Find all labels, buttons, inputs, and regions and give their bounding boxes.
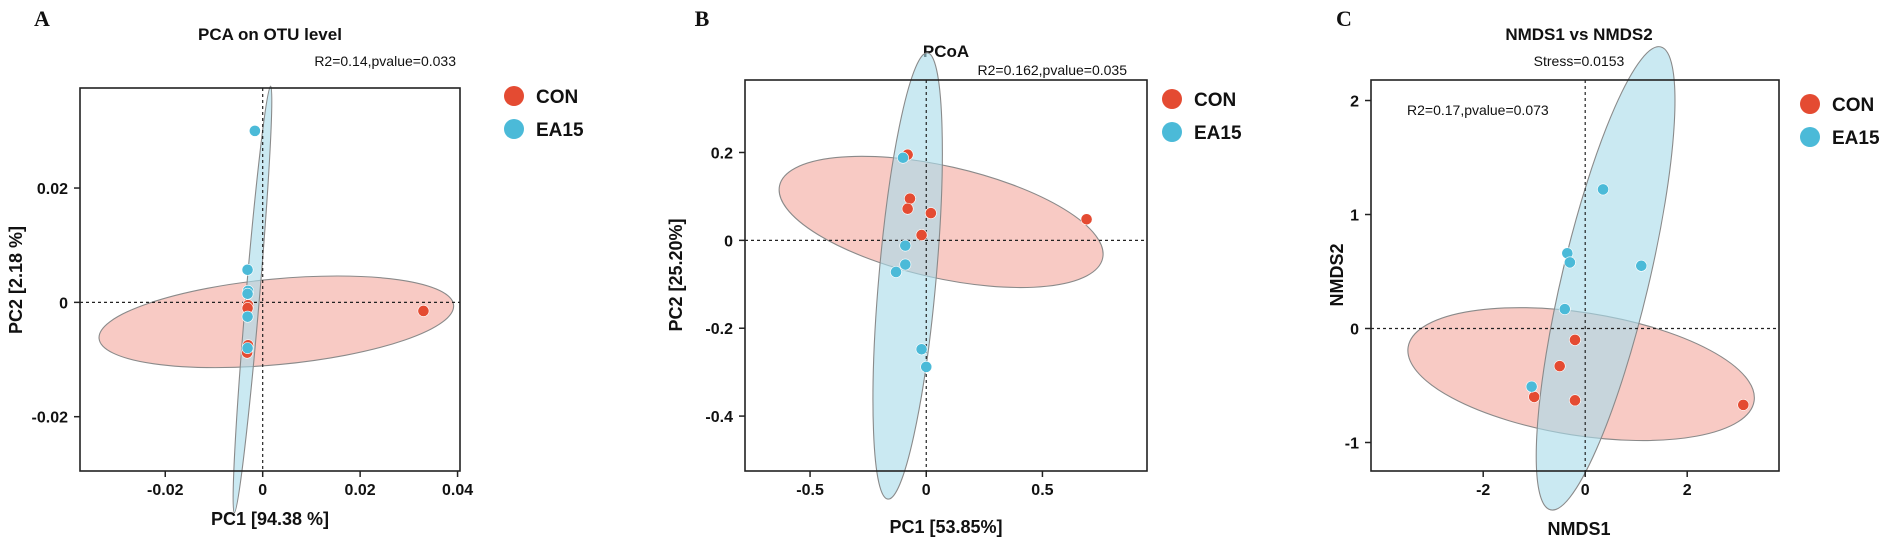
plot-subtitle: R2=0.162,pvalue=0.035 [978,62,1128,78]
points-layer [890,148,1093,373]
data-point-ea15 [899,239,912,252]
panel-letter: C [1336,6,1352,31]
legend-label-ea15: EA15 [536,120,584,141]
y-tick-label: 0.02 [37,181,68,198]
plot-subtitle: R2=0.14,pvalue=0.033 [314,53,456,69]
data-point-con [924,207,937,220]
x-axis-label: PC1 [94.38 %] [211,509,329,529]
data-point-ea15 [890,266,902,278]
y-tick-label: 1 [1350,208,1359,225]
data-point-ea15 [248,124,261,137]
points-layer [1525,183,1750,411]
data-point-con [1569,394,1581,407]
y-tick-label: -0.2 [705,321,733,338]
legend-marker-ea15 [504,119,524,139]
legend-label-con: CON [1194,90,1236,111]
data-point-con [417,305,430,317]
confidence-ellipse-con [98,275,455,369]
x-tick-label: 0 [1581,482,1590,499]
legend-marker-con [1800,94,1820,114]
x-tick-label: 0 [258,482,267,499]
data-point-ea15 [1635,259,1648,272]
data-point-con [1080,213,1093,226]
x-tick-label: -2 [1476,482,1490,499]
data-point-con [1528,391,1541,403]
plot-title: PCA on OTU level [198,25,342,44]
y-tick-label: 0 [59,295,68,312]
panel-b: B PCoA R2=0.162,pvalue=0.035 -0.5 0 0.5 -0.4 -0… [666,6,1242,537]
y-tick-label: -1 [1345,436,1359,453]
data-point-ea15 [1558,303,1571,316]
y-tick-label: -0.02 [32,410,69,427]
data-point-ea15 [1597,183,1609,196]
legend-marker-con [504,86,524,106]
data-point-ea15 [915,343,928,356]
data-point-ea15 [899,258,912,271]
x-tick-label: 0.04 [442,482,473,499]
plot-annotation: R2=0.17,pvalue=0.073 [1407,102,1549,118]
legend-marker-con [1162,89,1182,109]
y-tick-label: 2 [1350,94,1359,111]
x-tick-label: 0.5 [1031,482,1053,499]
x-axis-label: PC1 [53.85%] [889,517,1002,537]
ellipse-layer [98,85,455,514]
data-point-con [1553,360,1566,373]
data-point-ea15 [897,151,909,164]
plot-subtitle: Stress=0.0153 [1534,53,1625,69]
plot-frame [79,87,461,472]
data-point-ea15 [241,287,254,300]
y-axis-label: NMDS2 [1327,243,1347,306]
data-point-con [1569,334,1581,346]
x-tick-label: -0.02 [147,482,184,499]
confidence-ellipse-ea15 [1535,46,1676,511]
y-tick-label: 0 [724,233,733,250]
data-point-con [1737,398,1750,411]
confidence-ellipse-ea15 [872,52,943,500]
legend-marker-ea15 [1800,127,1820,147]
plot-title: PCoA [923,42,969,61]
x-tick-label: 0 [922,482,931,499]
legend-label-con: CON [536,87,578,108]
x-tick-label: -0.5 [796,482,824,499]
panel-c: C NMDS1 vs NMDS2 Stress=0.0153 R2=0.17,pval… [1327,6,1880,539]
data-point-con [904,192,916,205]
legend-label-ea15: EA15 [1832,128,1880,149]
panel-letter: A [34,6,50,31]
x-tick-label: 2 [1683,482,1692,499]
data-point-ea15 [920,360,933,373]
data-point-ea15 [241,263,254,276]
data-point-con [915,229,928,241]
y-axis-label: PC2 [25.20%] [666,218,686,331]
y-tick-label: 0 [1350,322,1359,339]
data-point-ea15 [241,310,254,323]
data-point-ea15 [241,342,254,354]
points-layer [241,124,430,359]
legend: CON EA15 [504,86,584,141]
y-axis-label: PC2 [2.18 %] [6,226,26,334]
ellipse-layer [778,52,1104,500]
ellipse-layer [1407,46,1755,511]
legend-label-con: CON [1832,95,1874,116]
legend-label-ea15: EA15 [1194,123,1242,144]
data-point-ea15 [1525,380,1538,393]
panel-letter: B [695,6,710,31]
data-point-con [901,202,914,215]
data-point-ea15 [1564,256,1576,269]
plot-frame [744,79,1148,472]
x-axis-label: NMDS1 [1547,519,1610,539]
legend: CON EA15 [1800,94,1880,149]
y-tick-label: -0.4 [705,409,733,426]
x-tick-label: 0.02 [345,482,376,499]
panel-a: A PCA on OTU level R2=0.14,pvalue=0.033 -0.… [6,6,584,529]
plot-frame [1370,79,1780,472]
y-tick-label: 0.2 [711,145,733,162]
legend-marker-ea15 [1162,122,1182,142]
legend: CON EA15 [1162,89,1242,144]
plot-title: NMDS1 vs NMDS2 [1505,25,1652,44]
